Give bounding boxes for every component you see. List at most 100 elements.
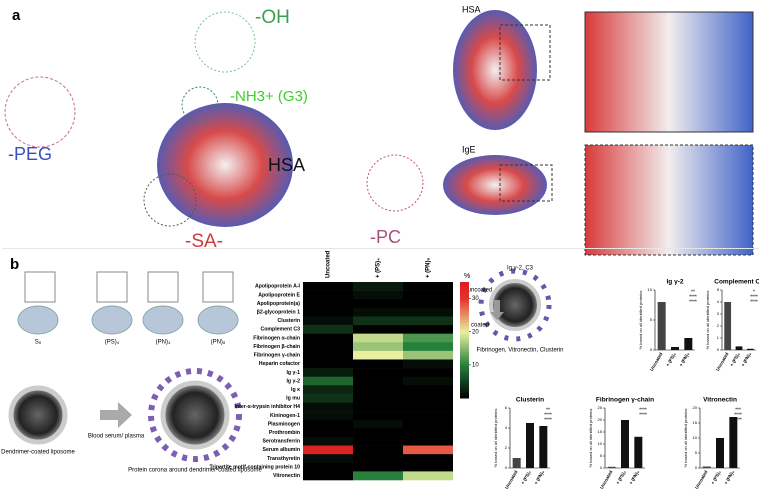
bar <box>735 346 743 350</box>
colorbar <box>460 302 469 306</box>
heat-cell <box>303 454 353 464</box>
significance: **** <box>734 412 742 418</box>
colorbar <box>460 287 469 292</box>
label: uncoated <box>468 288 493 294</box>
y-tick-label: 0 <box>695 465 698 470</box>
colorbar <box>460 395 469 399</box>
colorbar <box>460 293 469 297</box>
heat-cell <box>403 462 453 472</box>
label: -SA- <box>185 231 223 252</box>
heat-cell <box>403 290 453 300</box>
label: Blood serum/ plasma <box>88 434 145 440</box>
label: -PEG <box>8 144 52 164</box>
row-label: Heparin cofactor <box>259 361 300 367</box>
heat-cell <box>403 471 453 481</box>
significance: ** <box>546 407 550 413</box>
heat-cell <box>403 350 453 360</box>
row-label: Transthyretin <box>267 456 300 462</box>
panel-a-art <box>4 10 754 256</box>
y-tick-label: 5 <box>650 317 653 322</box>
x-tick-label: Uncoated <box>599 469 614 489</box>
x-tick-label: Uncoated <box>649 351 664 371</box>
x-tick-label: + (PS)₄ <box>615 470 627 486</box>
x-tick-label: + (PN)₈ <box>628 470 640 486</box>
heat-cell <box>353 359 403 369</box>
y-tick-label: 10 <box>598 441 603 446</box>
row-label: Ig γ-1 <box>286 370 300 376</box>
significance: * <box>753 289 755 295</box>
colorbar <box>460 319 469 324</box>
panel-label: a <box>12 7 21 24</box>
x-tick-label: + (PS)₄ <box>710 470 722 486</box>
heat-cell <box>353 376 403 386</box>
heat-cell <box>353 368 403 377</box>
heat-cell <box>303 299 353 309</box>
heat-cell <box>303 290 353 300</box>
y-tick-label: 3 <box>717 311 720 316</box>
heat-cell <box>353 307 403 317</box>
colorbar <box>460 386 469 390</box>
heat-cell <box>303 368 353 377</box>
row-label: Tripartite motif-containing protein 10 <box>210 464 301 470</box>
x-tick-label: + (PN)₈ <box>678 352 690 368</box>
panel-b-art <box>2 248 759 462</box>
y-tick-label: 0 <box>717 347 720 352</box>
colorbar <box>460 316 469 321</box>
x-tick-label: + (PN)₈ <box>533 470 545 486</box>
colorbar <box>460 284 469 289</box>
colorbar <box>460 296 469 300</box>
y-tick-label: 6 <box>505 405 508 410</box>
chart-title: Clusterin <box>516 397 544 404</box>
bar <box>526 423 534 468</box>
heat-cell <box>303 471 353 481</box>
heat-cell <box>353 428 403 438</box>
heat-cell <box>403 368 453 377</box>
colorbar <box>460 374 469 379</box>
x-tick-label: + (PN)₈ <box>740 352 752 368</box>
colorbar-tick-label: 30 <box>472 296 479 302</box>
y-tick-label: 20 <box>693 405 698 410</box>
heat-cell <box>403 402 453 412</box>
heat-cell <box>403 299 453 309</box>
x-tick-label: Uncoated <box>504 469 519 489</box>
bar <box>512 458 521 468</box>
column-label: + (PS)₄ <box>376 258 382 278</box>
colorbar <box>460 334 469 338</box>
row-label: Complement C3 <box>261 327 301 333</box>
y-tick-label: 4 <box>717 299 720 304</box>
x-tick-label: + (PN)₈ <box>723 470 735 486</box>
heat-cell <box>303 342 353 352</box>
significance: **** <box>544 412 552 418</box>
bar <box>621 420 629 468</box>
row-label: Serum albumin <box>263 447 300 453</box>
heat-cell <box>403 454 453 464</box>
heat-cell <box>353 393 403 403</box>
y-axis-label: % based on all identified proteins <box>588 409 593 468</box>
y-tick-label: 5 <box>717 287 720 292</box>
heat-cell <box>353 299 403 309</box>
label: Ig γ-2, C3 <box>507 266 534 272</box>
row-label: Serotransferrin <box>263 439 300 445</box>
y-tick-label: 0 <box>650 347 653 352</box>
row-label: Clusterin <box>278 318 300 324</box>
significance: **** <box>750 299 758 305</box>
colorbar <box>460 331 469 335</box>
bar <box>539 426 548 468</box>
heat-cell <box>403 325 453 334</box>
heat-cell <box>353 419 403 429</box>
heat-cell <box>403 359 453 369</box>
heat-cell <box>403 393 453 403</box>
colorbar <box>460 360 469 364</box>
label: (PN)₄ <box>156 340 171 346</box>
y-tick-label: 10 <box>693 435 698 440</box>
x-tick-label: Uncoated <box>694 469 709 489</box>
significance: ** <box>691 289 695 295</box>
row-label: Plasminogen <box>268 421 300 427</box>
y-axis-label: % based on all identified proteins <box>638 291 643 350</box>
label: Fibrinogen, Vitronectin, Clusterin <box>477 348 564 354</box>
heat-cell <box>403 428 453 438</box>
label: Protein corona around dendrimer-coated l… <box>128 468 262 474</box>
colorbar <box>460 325 469 329</box>
colorbar <box>460 380 469 384</box>
heat-cell <box>353 445 403 455</box>
